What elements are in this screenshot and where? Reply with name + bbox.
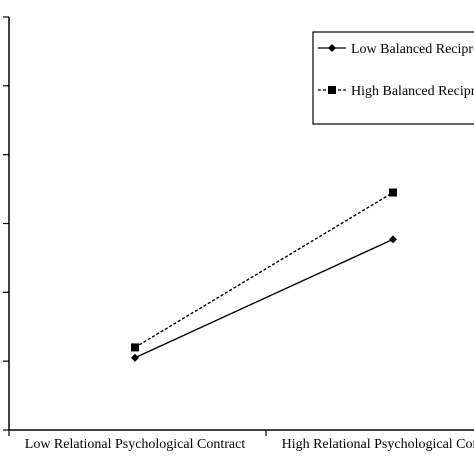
diamond-marker: [389, 235, 397, 244]
x-axis-labels: Low Relational Psychological Contract Hig…: [25, 437, 474, 452]
diamond-marker: [328, 44, 336, 52]
x-tick-label: Low Relational Psychological Contract: [25, 437, 246, 452]
diamond-marker: [131, 353, 139, 362]
series-low-balanced-reciprocity: [131, 235, 397, 362]
series-layer: [131, 188, 397, 362]
square-marker: [328, 86, 336, 94]
legend-entry: Low Balanced Reciprocity: [318, 42, 474, 57]
x-tick-label: High Relational Psychological Contract: [282, 437, 474, 452]
legend-label: Low Balanced Reciprocity: [351, 42, 474, 57]
series-line: [134, 191, 394, 349]
legend-entry: High Balanced Reciprocity: [318, 84, 474, 99]
axes: [3, 16, 474, 436]
square-marker: [389, 188, 397, 197]
legend-label: High Balanced Reciprocity: [351, 84, 474, 99]
series-line: [134, 238, 394, 359]
series-high-balanced-reciprocity: [131, 188, 397, 352]
legend: Low Balanced Reciprocity High Balanced Re…: [312, 31, 474, 125]
square-marker: [131, 343, 139, 352]
legend-box: [312, 31, 474, 125]
